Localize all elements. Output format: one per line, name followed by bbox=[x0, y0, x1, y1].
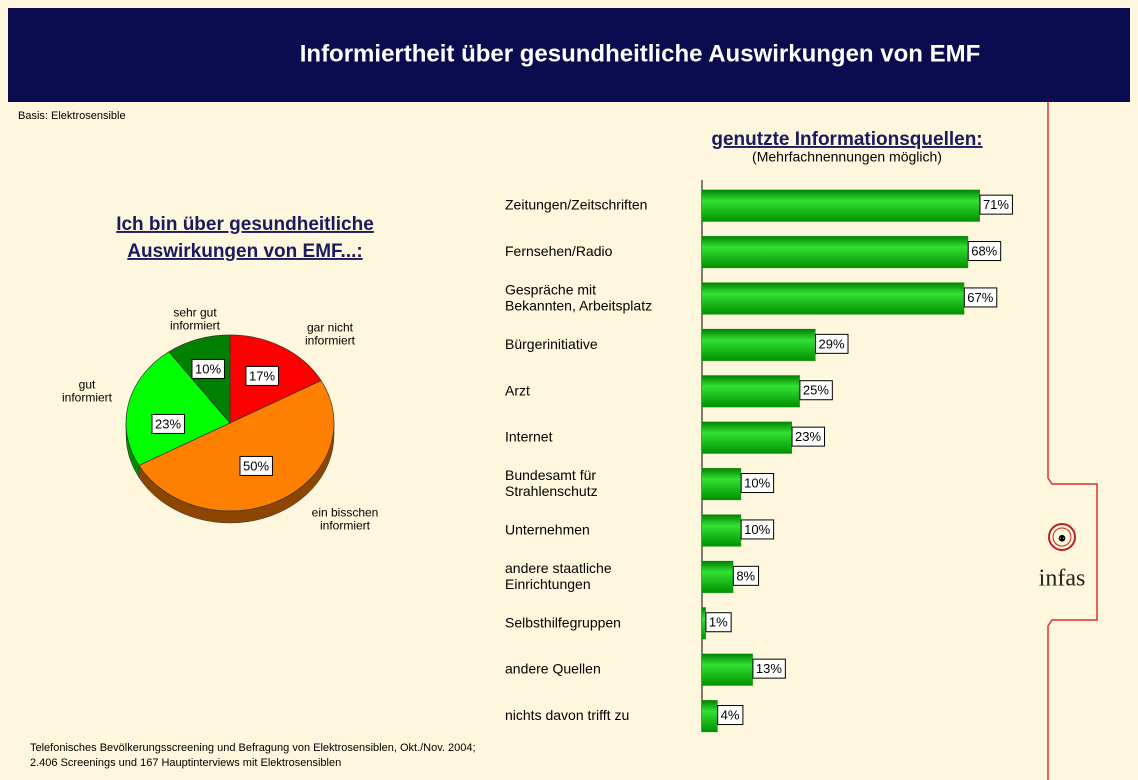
value-label: 13% bbox=[756, 661, 782, 676]
value-label-box bbox=[151, 413, 185, 434]
value-label: 23% bbox=[155, 416, 181, 431]
value-label: 67% bbox=[967, 290, 993, 305]
value-label-box bbox=[979, 194, 1013, 215]
category-label: nichts davon trifft zu bbox=[505, 707, 629, 723]
value-label-box bbox=[705, 612, 732, 633]
value-label: 10% bbox=[744, 522, 770, 537]
value-label: 29% bbox=[819, 336, 845, 351]
category-label: Gespräche mit Bekannten, Arbeitsplatz bbox=[505, 281, 652, 313]
bar bbox=[702, 375, 800, 408]
svg-text:⚉: ⚉ bbox=[1058, 533, 1066, 543]
bar bbox=[702, 514, 742, 547]
value-label-box bbox=[815, 333, 849, 354]
pie-slice bbox=[125, 351, 231, 466]
category-label: Arzt bbox=[505, 382, 530, 398]
footer-line: Telefonisches Bevölkerungsscreening und … bbox=[30, 742, 476, 754]
value-label: 17% bbox=[249, 368, 275, 383]
category-label: Bundesamt für Strahlenschutz bbox=[505, 467, 598, 499]
category-label: Internet bbox=[505, 428, 553, 444]
bar-title: genutzte Informationsquellen: bbox=[711, 129, 982, 150]
value-label-box bbox=[963, 287, 998, 308]
pie-category-label: ein bisschen informiert bbox=[312, 506, 379, 533]
value-label-box bbox=[239, 455, 273, 476]
value-label: 10% bbox=[744, 476, 770, 491]
pie-title: Auswirkungen von EMF...: bbox=[127, 241, 362, 262]
bar bbox=[702, 328, 816, 361]
pie-title: Ich bin über gesundheitliche bbox=[116, 214, 374, 235]
bar bbox=[702, 700, 718, 733]
value-label-box bbox=[245, 365, 279, 386]
value-label: 68% bbox=[971, 244, 997, 259]
category-label: Selbsthilfegruppen bbox=[505, 614, 621, 630]
basis: Basis: Elektrosensible bbox=[18, 110, 126, 122]
logo-icon: ⚉ bbox=[1048, 523, 1076, 551]
bar bbox=[702, 421, 793, 454]
value-label: 71% bbox=[983, 197, 1009, 212]
category-label: andere staatliche Einrichtungen bbox=[505, 560, 612, 592]
header-bar bbox=[8, 8, 1130, 102]
value-label-box bbox=[799, 380, 833, 401]
value-label-box bbox=[191, 358, 225, 379]
bar bbox=[702, 468, 742, 501]
category-label: andere Quellen bbox=[505, 660, 601, 676]
category-label: Unternehmen bbox=[505, 521, 590, 537]
pie-slice bbox=[138, 380, 335, 512]
value-label: 10% bbox=[195, 361, 221, 376]
charts: Ich bin über gesundheitliche Auswirkungen… bbox=[62, 129, 1013, 733]
category-label: Fernsehen/Radio bbox=[505, 243, 613, 259]
value-label: 4% bbox=[721, 708, 740, 723]
bar bbox=[702, 607, 706, 640]
category-label: Bürgerinitiative bbox=[505, 336, 598, 352]
pie-category-label: gut informiert bbox=[62, 378, 113, 405]
bar bbox=[702, 236, 969, 269]
bar bbox=[702, 189, 980, 222]
value-label: 1% bbox=[709, 615, 728, 630]
pie-slice bbox=[168, 334, 231, 424]
value-label-box bbox=[967, 241, 1002, 262]
value-label: 50% bbox=[243, 458, 269, 473]
footer-line: 2.406 Screenings und 167 Hauptinterviews… bbox=[30, 757, 341, 769]
bar bbox=[702, 560, 734, 593]
bar-subtitle: (Mehrfachnennungen möglich) bbox=[752, 149, 942, 165]
value-label-box bbox=[732, 565, 760, 586]
value-label-box bbox=[791, 426, 826, 447]
header-title: Informiertheit über gesundheitliche Ausw… bbox=[300, 40, 981, 67]
value-label: 25% bbox=[803, 383, 829, 398]
logo-text: infas bbox=[1039, 566, 1086, 592]
bar bbox=[702, 653, 753, 686]
value-label-box bbox=[717, 705, 744, 726]
value-label: 23% bbox=[795, 429, 821, 444]
value-label-box bbox=[752, 658, 786, 679]
bracket-line bbox=[1047, 102, 1098, 780]
bar bbox=[702, 282, 965, 315]
pie-category-label: sehr gut informiert bbox=[170, 306, 221, 333]
pie-category-label: gar nicht informiert bbox=[305, 321, 356, 348]
value-label-box bbox=[740, 519, 775, 540]
value-label: 8% bbox=[736, 568, 755, 583]
value-label-box bbox=[740, 473, 775, 494]
category-label: Zeitungen/Zeitschriften bbox=[505, 196, 647, 212]
